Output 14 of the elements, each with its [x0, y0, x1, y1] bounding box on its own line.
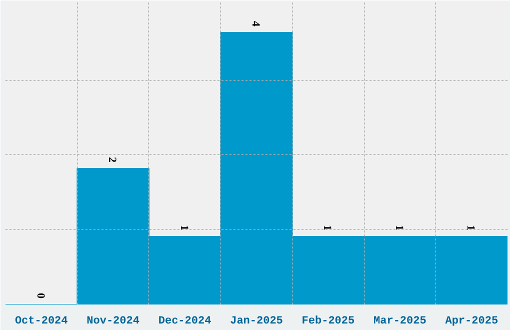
data-label: 4 — [250, 20, 262, 27]
x-tick-label: Apr-2025 — [445, 316, 498, 328]
data-label: 1 — [321, 224, 334, 230]
x-tick-label: Feb-2025 — [302, 316, 356, 328]
data-label: 1 — [178, 224, 190, 230]
x-tick-label: Nov-2024 — [86, 316, 140, 328]
data-label: 0 — [34, 293, 46, 299]
data-label: 1 — [392, 224, 405, 230]
x-tick-label: Oct-2024 — [14, 316, 68, 328]
data-label: 2 — [106, 156, 118, 163]
x-tick-label: Dec-2024 — [158, 316, 212, 328]
x-tick-label: Jan-2025 — [230, 316, 284, 328]
data-label: 1 — [464, 224, 477, 230]
x-tick-label: Mar-2025 — [374, 316, 427, 328]
